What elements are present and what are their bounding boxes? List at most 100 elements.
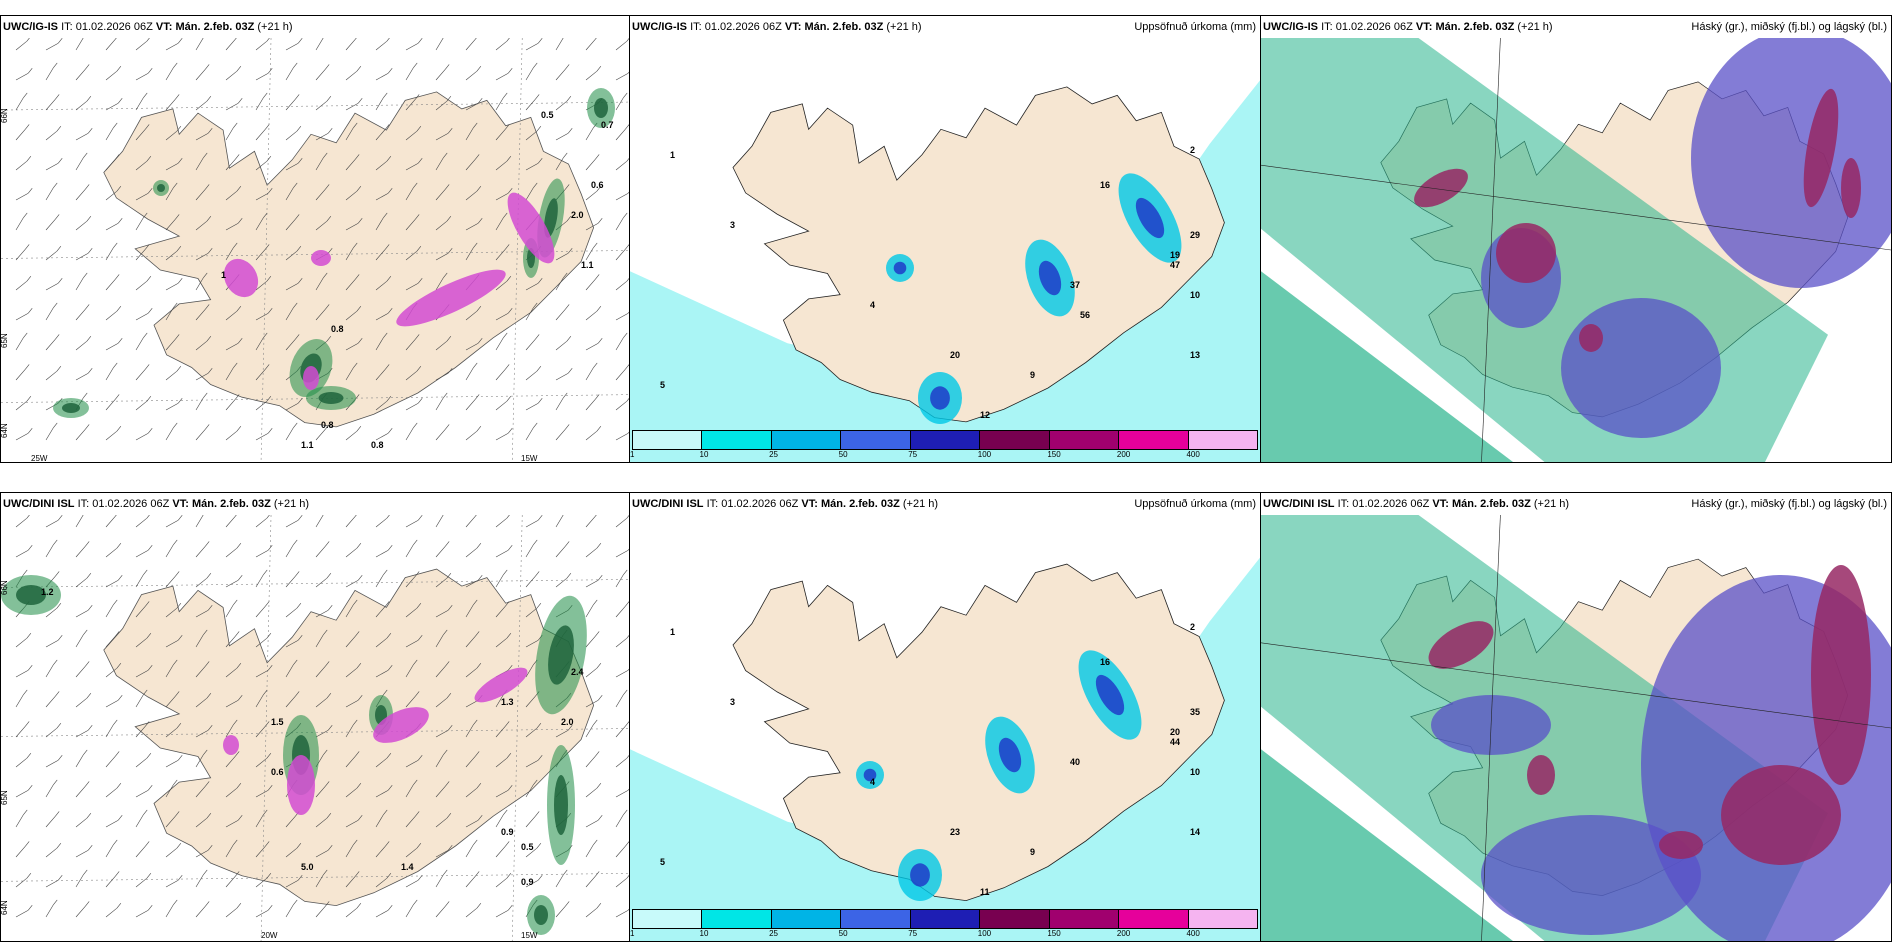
wind-barb [285,904,294,918]
value-label: 2.0 [561,717,574,727]
wind-barb-flag [478,815,483,821]
wind-barb [345,787,358,798]
wind-barb [375,97,384,111]
wind-barb [435,754,444,768]
wind-barb [285,847,298,858]
wind-barb-flag [296,843,302,849]
wind-barb-flag [474,871,480,877]
wind-barb [105,70,118,81]
wind-barb [165,576,176,588]
wind-barb-flag [448,725,453,731]
wind-barb-flag [52,899,58,906]
heavy-rain-area [16,585,46,605]
wind-barb-flag [52,539,58,546]
cloud-map[interactable] [1261,38,1891,462]
wind-barb-flag [564,64,570,70]
wind-barb-flag [172,539,178,546]
wind-barb [45,727,58,738]
wind-barb [255,694,264,708]
wind-barb-flag [24,124,30,130]
wind-barb-flag [626,875,629,879]
valid-time: Mán. 2.feb. 03Z [1435,21,1515,33]
wind-barb [585,756,596,768]
wind-barb-flag [356,186,362,192]
wind-barb-flag [236,783,242,789]
wind-barb [135,846,146,858]
wind-barb-flag [268,428,273,434]
wind-barb-flag [176,126,182,132]
wind-barb [495,249,506,261]
wind-barb-flag [328,248,333,254]
wind-barb [135,400,148,411]
wind-barb [45,607,58,618]
wind-barb [525,847,538,858]
wind-map[interactable]: 1 0.8 0.7 0.5 0.6 1.1 0.8 2.0 1.1 0.8 66N 65N 64N 25W… [1,38,629,462]
wind-barb [345,310,358,321]
wind-barb-flag [628,908,629,911]
low-cloud-area [1721,765,1841,865]
wind-barb-flag [388,785,393,791]
wind-barb [75,189,86,201]
value-label: 0.6 [271,767,284,777]
wind-barb [225,787,238,798]
wind-barb-flag [386,156,392,162]
wind-barb-flag [58,875,63,881]
wind-barb [495,192,509,201]
wind-barb [435,817,448,828]
wind-barb-flag [358,575,363,581]
low-cloud-area [1428,621,1494,669]
wind-barb-flag [596,186,602,192]
wind-barb-flag [84,424,90,430]
wind-barb-flag [234,38,237,40]
precip-value-label: 10 [1190,767,1200,777]
wind-barb-flag [142,212,148,219]
wind-barb-flag [146,38,150,42]
wind-barb-flag [26,753,32,759]
wind-barb [195,220,208,231]
wind-barb-flag [148,665,153,671]
wind-barb-flag [622,92,628,99]
wind-barb-flag [562,272,568,279]
wind-barb-flag [502,92,508,99]
precip-map[interactable]: 1234569101114162023354044 [630,515,1260,941]
wind-barb-flag [624,244,629,250]
wind-barb-flag [262,569,268,576]
wind-barb [75,132,89,141]
wind-barb [45,544,54,558]
wind-barb [525,696,536,708]
wind-barb [525,784,534,798]
precip-value-label: 12 [980,410,990,420]
wind-barb-flag [328,128,333,134]
wind-barb [435,38,444,51]
wind-barb [45,307,54,321]
wind-barb-flag [354,515,357,517]
wind-barb [285,42,299,51]
wind-map[interactable]: 1.2 1.5 0.6 0.9 1.4 2.0 2.4 1.3 0.5 0.9 5.0 66N 65N 6… [1,515,629,941]
wind-barb [255,877,268,888]
wind-barb-flag [358,815,363,821]
wind-barb-flag [86,216,92,222]
wind-barb [465,579,479,588]
wind-barb [525,282,539,291]
wind-barb-flag [502,332,508,339]
wind-barb [525,187,534,201]
mid-cloud-area [1561,298,1721,438]
wind-barb [435,874,444,888]
wind-barb-flag [204,901,210,907]
wind-barb-flag [292,659,298,666]
wind-barb-flag [208,248,213,254]
wind-barb [195,906,206,918]
wind-barb [75,372,89,381]
wind-barb [285,427,294,441]
wind-barb-flag [294,214,300,220]
wind-barb [525,816,536,828]
precip-map[interactable]: 123456910121316192029374756 [630,38,1260,462]
wind-barb-flag [594,154,600,160]
wind-barb-flag [86,693,92,699]
wind-barb-flag [322,749,328,756]
cloud-map[interactable] [1261,515,1891,941]
wind-barb-flag [508,428,513,434]
wind-barb [15,337,24,351]
wind-barb [615,669,629,678]
wind-barb [225,699,239,708]
